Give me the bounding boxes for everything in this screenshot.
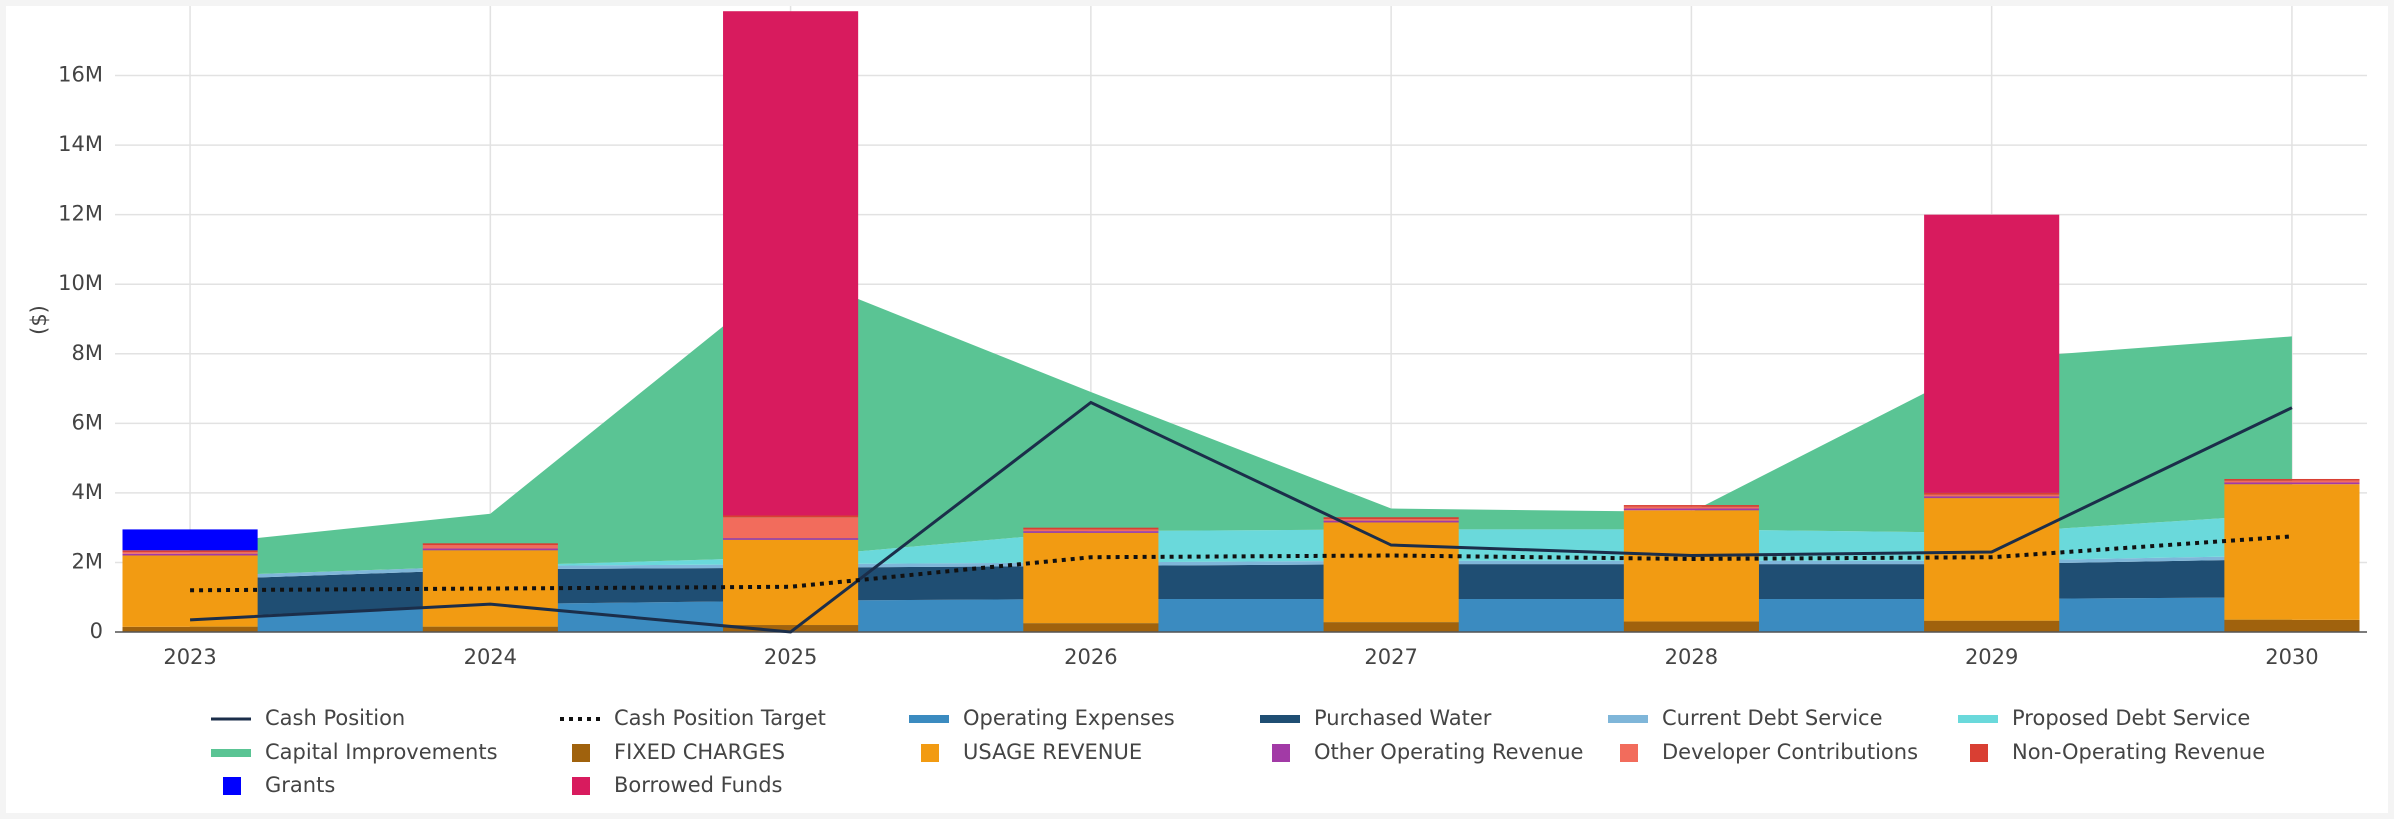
- legend-swatch: [1620, 744, 1638, 762]
- x-tick-label: 2029: [1965, 645, 2018, 669]
- legend-label: FIXED CHARGES: [614, 740, 785, 764]
- y-tick-label: 4M: [72, 480, 103, 504]
- x-tick-label: 2026: [1064, 645, 1117, 669]
- bar: [723, 517, 859, 539]
- legend-swatch: [921, 744, 939, 762]
- bar: [2224, 484, 2360, 620]
- bar: [2224, 480, 2360, 483]
- legend-label: Purchased Water: [1314, 706, 1492, 730]
- bar: [1623, 505, 1759, 507]
- bar: [723, 11, 859, 516]
- area: [190, 513, 2292, 577]
- bar: [1623, 506, 1759, 509]
- bar: [1924, 620, 2060, 632]
- bar: [1023, 531, 1159, 533]
- x-tick-label: 2024: [464, 645, 517, 669]
- x-tick-label: 2027: [1364, 645, 1417, 669]
- bar: [422, 626, 558, 632]
- legend-label: Other Operating Revenue: [1314, 740, 1583, 764]
- bar: [1323, 522, 1459, 623]
- y-tick-label: 6M: [72, 410, 103, 434]
- bar: [1023, 532, 1159, 624]
- bar: [1323, 622, 1459, 632]
- bar: [1623, 510, 1759, 622]
- bar: [723, 538, 859, 540]
- bar: [1023, 529, 1159, 532]
- bar: [1623, 621, 1759, 632]
- bar: [1623, 508, 1759, 511]
- bar: [122, 626, 258, 632]
- area: [190, 555, 2292, 580]
- x-tick-label: 2023: [163, 645, 216, 669]
- bar: [1323, 520, 1459, 523]
- legend-label: Current Debt Service: [1662, 706, 1883, 730]
- legend-swatch: [572, 777, 590, 795]
- legend-label: USAGE REVENUE: [963, 740, 1142, 764]
- bar: [723, 625, 859, 632]
- legend-label: Proposed Debt Service: [2012, 706, 2250, 730]
- legend-swatch: [572, 744, 590, 762]
- bar: [422, 548, 558, 551]
- legend-label: Non-Operating Revenue: [2012, 740, 2265, 764]
- legend-label: Grants: [265, 773, 335, 797]
- y-tick-label: 16M: [58, 63, 103, 87]
- y-axis-label: ($): [27, 305, 51, 335]
- bar: [1323, 517, 1459, 519]
- bar: [2224, 478, 2360, 481]
- y-tick-label: 10M: [58, 271, 103, 295]
- bar: [1323, 518, 1459, 521]
- area: [190, 558, 2292, 619]
- y-tick-label: 14M: [58, 132, 103, 156]
- y-tick-label: 2M: [72, 549, 103, 573]
- legend-label: Developer Contributions: [1662, 740, 1918, 764]
- bar: [1924, 496, 2060, 499]
- area: [190, 597, 2292, 632]
- y-tick-label: 12M: [58, 202, 103, 226]
- legend-label: Capital Improvements: [265, 740, 498, 764]
- bar: [1924, 214, 2060, 493]
- bar: [1924, 492, 2060, 495]
- legend-label: Cash Position Target: [614, 706, 826, 730]
- bar: [723, 515, 859, 518]
- bar: [122, 529, 258, 551]
- x-tick-label: 2028: [1665, 645, 1718, 669]
- bar: [422, 543, 558, 546]
- area: [190, 272, 2292, 577]
- y-tick-label: 0: [90, 619, 103, 643]
- bar: [2224, 482, 2360, 485]
- y-tick-label: 8M: [72, 341, 103, 365]
- legend-swatch: [1970, 744, 1988, 762]
- line: [189, 400, 2293, 634]
- legend-label: Cash Position: [265, 706, 405, 730]
- bar: [122, 550, 258, 553]
- x-tick-label: 2025: [764, 645, 817, 669]
- legend-label: Operating Expenses: [963, 706, 1175, 730]
- bar: [1023, 623, 1159, 632]
- x-tick-label: 2030: [2265, 645, 2318, 669]
- bar: [122, 553, 258, 556]
- bar: [122, 552, 258, 554]
- legend-swatch: [223, 777, 241, 795]
- bar: [422, 545, 558, 549]
- legend-swatch: [1272, 744, 1290, 762]
- bar: [723, 539, 859, 626]
- bar: [1023, 527, 1159, 530]
- bar: [2224, 619, 2360, 632]
- bar: [1924, 494, 2060, 497]
- legend-label: Borrowed Funds: [614, 773, 782, 797]
